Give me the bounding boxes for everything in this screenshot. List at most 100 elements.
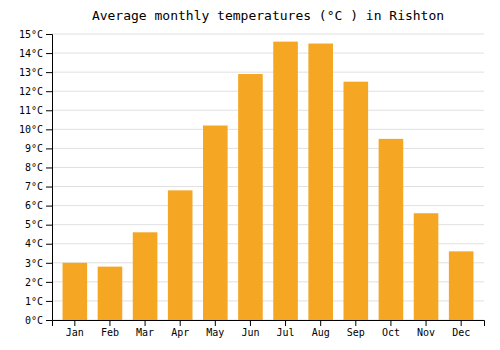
bar [273,42,298,320]
bar [63,263,88,320]
y-tick-label: 3°C [25,258,43,269]
bar [379,139,404,320]
x-tick: Sep [347,320,365,338]
bar [238,74,263,320]
x-axis-line [53,321,485,327]
grid-line [52,34,484,35]
x-tick-label: May [206,327,224,338]
x-tick-mark [390,320,391,326]
x-axis: Jan Feb Mar Apr May Jun Jul Aug Sep Oct Nov Dec [53,320,485,338]
y-tick-label: 13°C [19,67,43,78]
x-tick-mark [74,320,75,326]
bar [449,251,474,320]
y-tick-label: 10°C [19,124,43,135]
x-tick-label: Jan [66,327,84,338]
x-tick: Aug [312,320,330,338]
y-tick-mark [46,110,52,111]
x-tick-mark [109,320,110,326]
x-tick: Jun [241,320,259,338]
y-tick: 5°C [25,219,52,230]
x-tick: Nov [417,320,435,338]
x-tick: Apr [171,320,189,338]
plot: 0°C1°C2°C3°C4°C5°C6°C7°C8°C9°C10°C11°C12… [19,29,485,338]
x-tick-label: Aug [312,327,330,338]
y-tick: 14°C [19,48,52,59]
y-tick-label: 15°C [19,29,43,40]
x-tick-label: Jun [241,327,259,338]
x-tick-label: Apr [171,327,189,338]
chart: 0°C1°C2°C3°C4°C5°C6°C7°C8°C9°C10°C11°C12… [0,0,500,350]
y-tick-label: 11°C [19,105,43,116]
y-tick-label: 9°C [25,143,43,154]
y-tick-label: 4°C [25,238,43,249]
bar [344,82,369,320]
y-tick-mark [46,301,52,302]
y-tick-mark [46,148,52,149]
y-tick-mark [46,206,52,207]
bar [168,190,193,320]
y-tick: 13°C [19,67,52,78]
y-tick-label: 5°C [25,219,43,230]
y-tick: 2°C [25,277,52,288]
bar [414,213,439,320]
x-tick-label: Feb [101,327,119,338]
x-tick: Jul [277,320,295,338]
y-tick-label: 2°C [25,277,43,288]
grid [52,34,484,320]
y-tick-label: 12°C [19,86,43,97]
x-tick: Oct [382,320,400,338]
x-tick-mark [355,320,356,326]
y-tick: 3°C [25,258,52,269]
x-tick-mark [145,320,146,326]
y-tick: 4°C [25,238,52,249]
y-tick-label: 6°C [25,200,43,211]
y-tick-mark [46,187,52,188]
y-tick-mark [46,34,52,35]
x-tick-mark [215,320,216,326]
grid-line [52,205,484,206]
y-tick-mark [46,225,52,226]
y-tick-mark [46,72,52,73]
x-tick-label: Nov [417,327,435,338]
y-axis-line [46,35,53,321]
grid-line [52,91,484,92]
y-tick: 10°C [19,124,52,135]
y-tick-mark [46,282,52,283]
grid-line [52,72,484,73]
bar [308,44,333,320]
x-tick: Mar [136,320,154,338]
x-tick-mark [461,320,462,326]
x-tick-mark [320,320,321,326]
x-tick-mark [180,320,181,326]
y-tick-mark [46,320,52,321]
grid-line [52,186,484,187]
x-tick-mark [285,320,286,326]
grid-line [52,129,484,130]
y-tick-mark [46,53,52,54]
grid-line [52,53,484,54]
bar [133,232,158,320]
grid-line [52,148,484,149]
x-tick-label: Jul [277,327,295,338]
y-axis: 0°C1°C2°C3°C4°C5°C6°C7°C8°C9°C10°C11°C12… [19,29,53,326]
y-tick: 15°C [19,29,52,40]
bars [63,42,474,320]
x-tick-label: Sep [347,327,365,338]
x-tick-label: Mar [136,327,154,338]
x-tick-label: Dec [452,327,470,338]
title: Average monthly temperatures (°C ) in Ri… [92,8,444,23]
bar [98,267,123,320]
y-tick-mark [46,129,52,130]
x-tick: May [206,320,224,338]
y-tick: 7°C [25,181,52,192]
y-tick-mark [46,263,52,264]
y-tick-label: 7°C [25,181,43,192]
y-tick: 8°C [25,162,52,173]
y-tick-mark [46,91,52,92]
y-tick: 9°C [25,143,52,154]
y-tick-label: 14°C [19,48,43,59]
y-tick: 6°C [25,200,52,211]
y-tick: 1°C [25,296,52,307]
bar [203,126,228,320]
x-tick-mark [250,320,251,326]
